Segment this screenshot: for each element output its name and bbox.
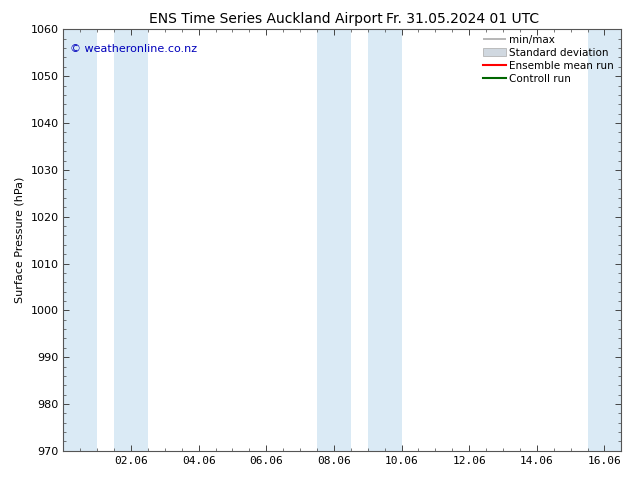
Text: ENS Time Series Auckland Airport: ENS Time Series Auckland Airport [150, 12, 383, 26]
Bar [63, 29, 97, 451]
Bar [317, 29, 351, 451]
Bar [114, 29, 148, 451]
Legend: min/max, Standard deviation, Ensemble mean run, Controll run: min/max, Standard deviation, Ensemble me… [483, 35, 616, 84]
Y-axis label: Surface Pressure (hPa): Surface Pressure (hPa) [15, 177, 25, 303]
Text: © weatheronline.co.nz: © weatheronline.co.nz [70, 44, 197, 54]
Bar [368, 29, 401, 451]
Bar [588, 29, 621, 451]
Text: Fr. 31.05.2024 01 UTC: Fr. 31.05.2024 01 UTC [386, 12, 540, 26]
